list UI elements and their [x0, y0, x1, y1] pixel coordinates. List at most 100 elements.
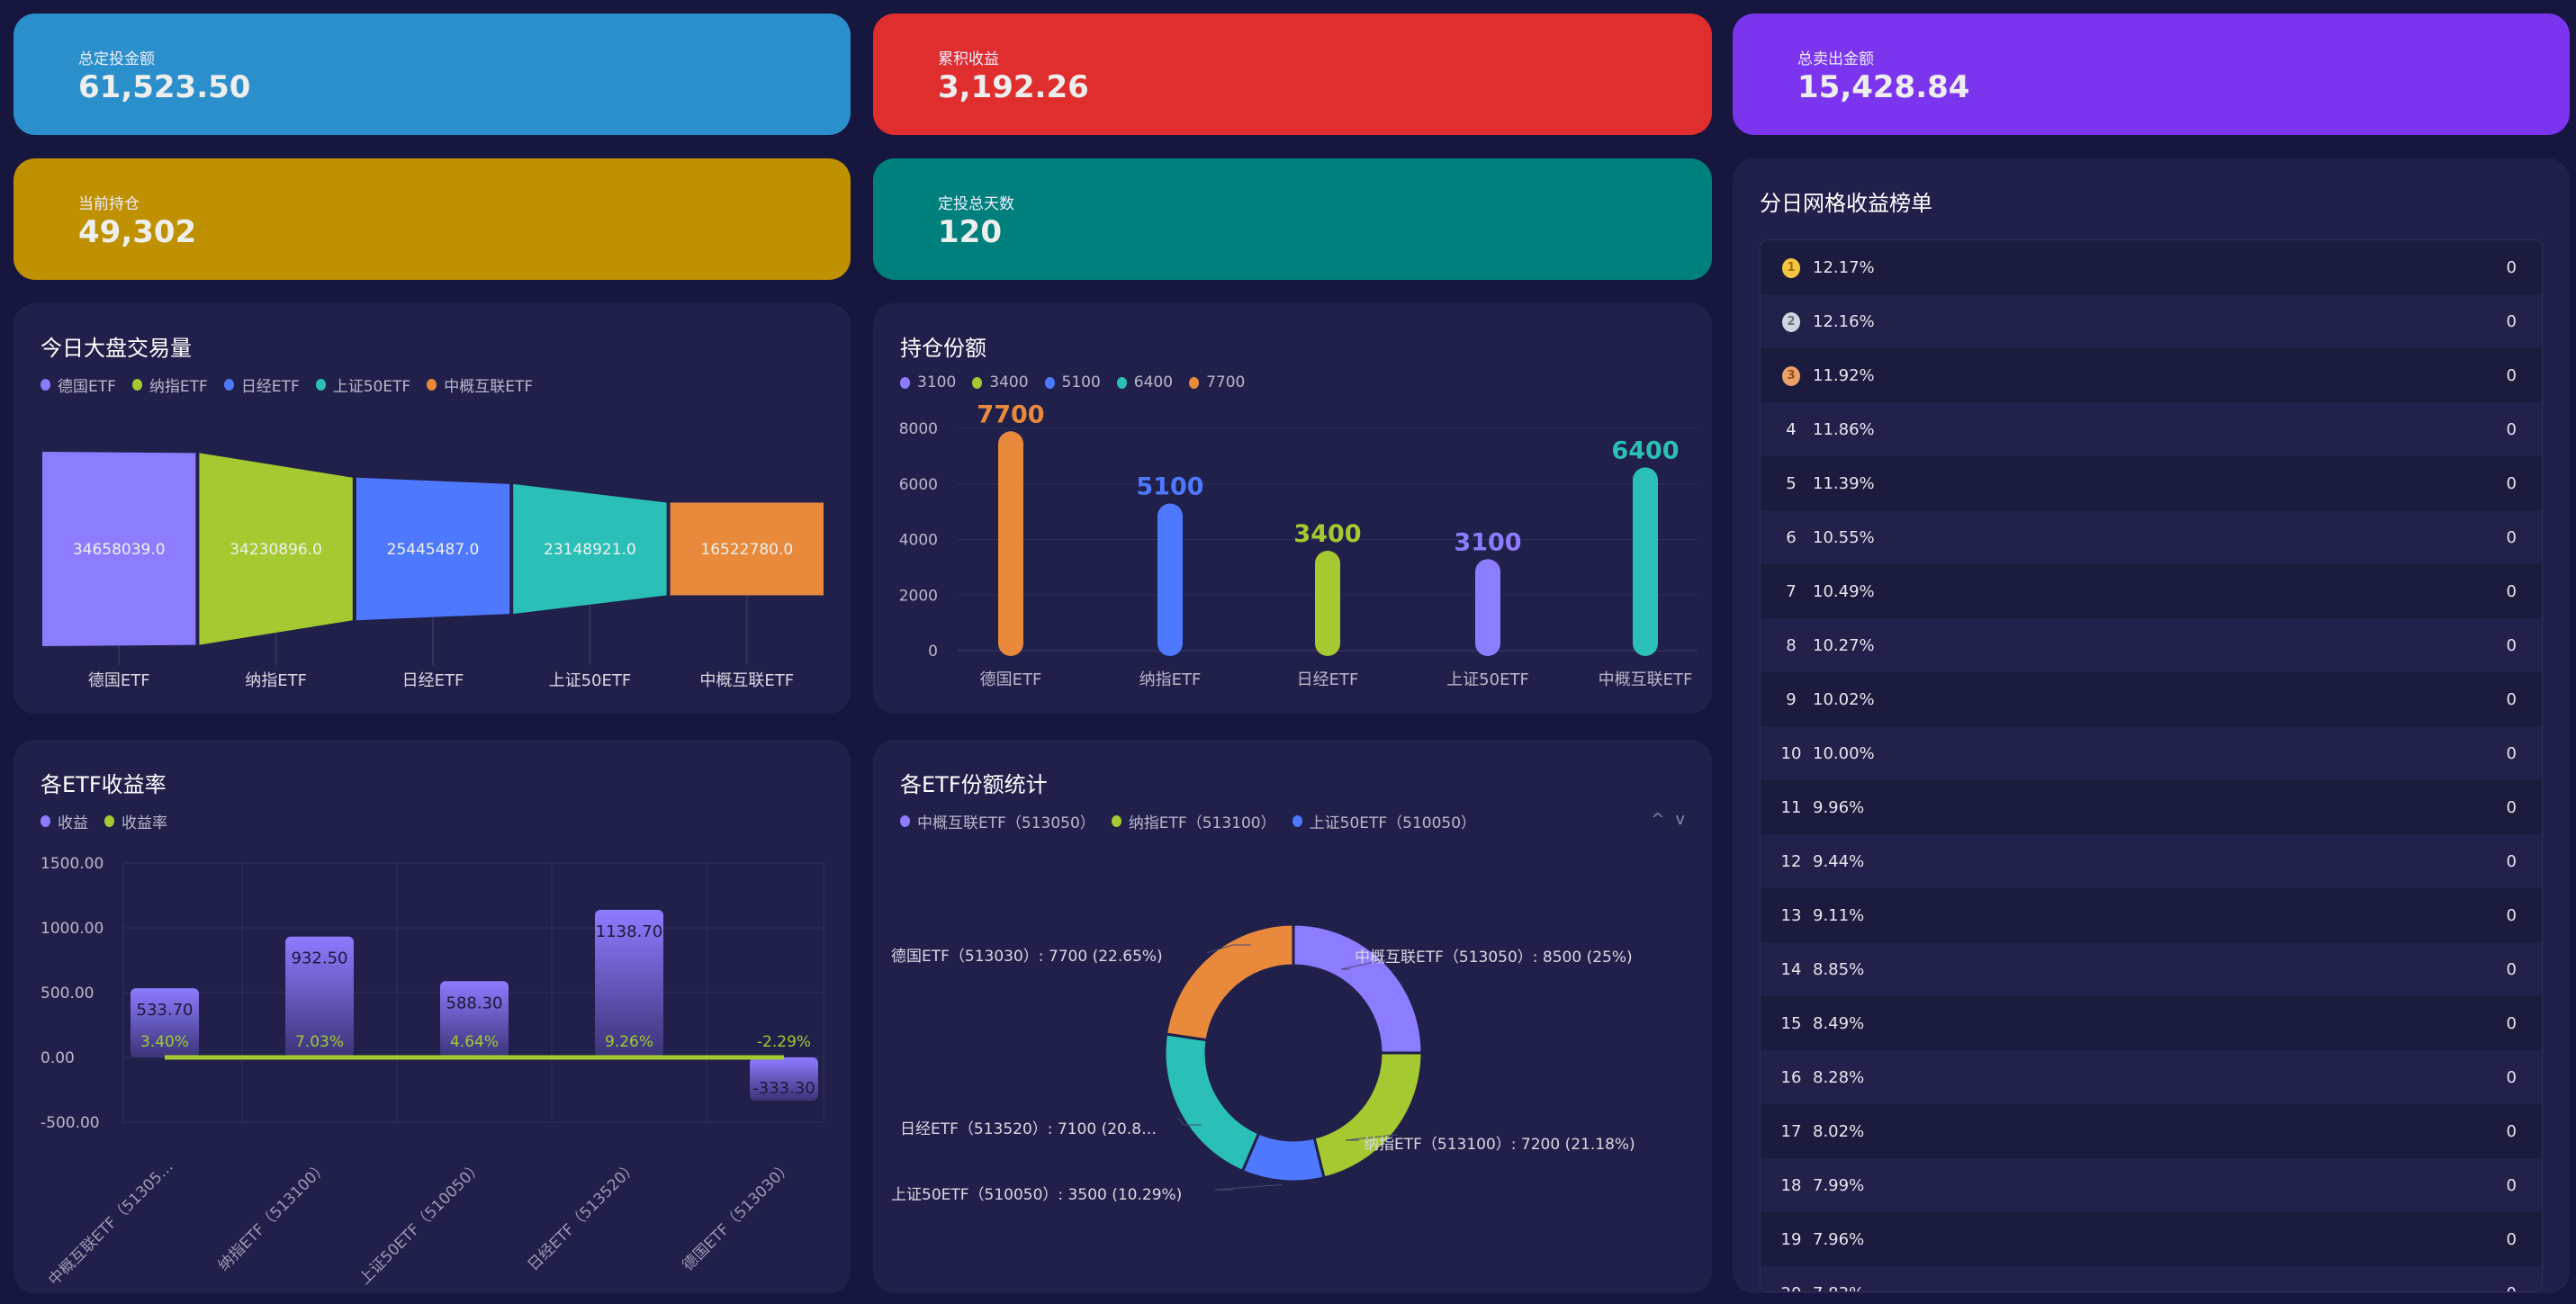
- legend-label: 7700: [1206, 373, 1246, 391]
- rank-value: 0: [2507, 1284, 2517, 1292]
- rank-percentage: 12.17%: [1813, 257, 1875, 277]
- x-tick-label: 日经ETF（513520）: [525, 1157, 642, 1274]
- y-tick-label: -500.00: [41, 1114, 100, 1132]
- bar: [1157, 503, 1183, 656]
- medal-icon: 3: [1782, 365, 1800, 386]
- legend-item[interactable]: 3100: [900, 373, 956, 391]
- rank-number: 17: [1780, 1121, 1802, 1141]
- bar-value-label: 932.50: [292, 949, 348, 968]
- legend-item[interactable]: 3400: [972, 373, 1029, 391]
- stat-card-cumulative-profit: 累积收益 3,192.26: [873, 13, 1712, 135]
- rank-value: 0: [2506, 1067, 2517, 1087]
- rank-value: 0: [2506, 1013, 2517, 1033]
- funnel-segment: [513, 483, 667, 615]
- stat-label: 总定投金额: [78, 50, 155, 68]
- legend-label: 上证50ETF: [332, 378, 411, 396]
- ranking-row: 6 10.55% 0: [1761, 510, 2542, 564]
- rank-value: 0: [2506, 527, 2517, 547]
- slice-label: 中概互联ETF（513050）: 8500 (25%): [1355, 949, 1633, 967]
- legend-item[interactable]: 纳指ETF（513100）: [1111, 810, 1276, 832]
- bar: [131, 988, 199, 1057]
- y-tick-label: 0: [928, 643, 938, 661]
- slice-label: 日经ETF（513520）: 7100 (20.8…: [900, 1120, 1157, 1138]
- x-tick-label: 中概互联ETF（51305…: [45, 1157, 176, 1289]
- stat-value: 3,192.26: [938, 69, 1089, 105]
- funnel-value-label: 34230896.0: [230, 541, 322, 559]
- slice-label: 德国ETF（513030）: 7700 (22.65%): [891, 948, 1163, 966]
- leader-line: [1177, 1117, 1202, 1126]
- y-tick-label: 500.00: [41, 985, 94, 1003]
- leader-line: [1214, 1183, 1283, 1191]
- legend-item[interactable]: 6400: [1116, 373, 1173, 391]
- legend-item[interactable]: 纳指ETF: [131, 373, 208, 396]
- y-tick-label: 6000: [899, 476, 938, 494]
- legend-item[interactable]: 中概互联ETF: [427, 373, 533, 396]
- x-tick-label: 纳指ETF（513100）: [215, 1157, 332, 1274]
- legend-item[interactable]: 5100: [1044, 373, 1101, 391]
- ranking-row: 4 11.86% 0: [1761, 402, 2542, 456]
- legend-item[interactable]: 德国ETF: [41, 373, 116, 396]
- rank-value: 0: [2506, 797, 2517, 817]
- legend-item[interactable]: 中概互联ETF（513050）: [900, 810, 1095, 832]
- legend-item[interactable]: 上证50ETF（510050）: [1292, 810, 1476, 832]
- funnel-category-label: 日经ETF: [402, 671, 464, 690]
- ranking-row: 12 9.44% 0: [1761, 834, 2542, 888]
- funnel-segment: [356, 477, 510, 621]
- rank-percentage: 10.49%: [1813, 581, 1875, 601]
- rank-percentage: 11.92%: [1813, 365, 1875, 385]
- stat-card-current-holding: 当前持仓 49,302: [14, 158, 851, 280]
- legend-dot-icon: [1044, 376, 1055, 389]
- rank-number: 18: [1780, 1175, 1802, 1195]
- rank-value: 0: [2506, 311, 2517, 331]
- chart-legend: 收益 收益率: [41, 810, 167, 832]
- bar: [285, 936, 354, 1057]
- leader-line: [1206, 944, 1251, 954]
- legend-label: 纳指ETF（513100）: [1128, 814, 1276, 832]
- rank-value: 0: [2506, 365, 2517, 385]
- legend-dot-icon: [41, 815, 50, 827]
- x-tick-label: 上证50ETF（510050）: [356, 1157, 486, 1288]
- legend-item[interactable]: 收益: [41, 810, 88, 832]
- legend-item[interactable]: 上证50ETF: [315, 373, 411, 396]
- ranking-panel: 分日网格收益榜单 1 12.17% 0 2 12.16% 0 3 11.92% 0 4 11.86%…: [1733, 158, 2570, 1293]
- bar: [750, 1057, 818, 1101]
- legend-next-icon[interactable]: v: [1675, 810, 1685, 829]
- legend-prev-icon[interactable]: ^: [1651, 810, 1665, 829]
- rank-percentage: 8.02%: [1813, 1121, 1865, 1141]
- rank-percentage: 12.16%: [1813, 311, 1875, 331]
- legend-item[interactable]: 7700: [1189, 373, 1245, 391]
- panel-title: 各ETF收益率: [41, 772, 167, 797]
- ranking-row: 18 7.99% 0: [1761, 1158, 2542, 1212]
- rank-number: 14: [1780, 959, 1802, 979]
- rank-number: 9: [1786, 689, 1797, 709]
- bar-value-label: 3100: [1454, 528, 1521, 556]
- x-tick-label: 上证50ETF: [1446, 670, 1529, 689]
- bar-value-label: 533.70: [137, 1001, 194, 1020]
- ranking-row: 3 11.92% 0: [1761, 348, 2542, 402]
- legend-item[interactable]: 收益率: [104, 810, 167, 832]
- rank-number: 3: [1777, 364, 1806, 386]
- rank-value: 0: [2506, 851, 2517, 871]
- rank-number: 13: [1780, 905, 1802, 925]
- funnel-chart: 34658039.0 德国ETF 34230896.0 纳指ETF 25445487.0…: [42, 452, 824, 690]
- panel-title: 今日大盘交易量: [41, 336, 192, 361]
- funnel-value-label: 23148921.0: [544, 541, 636, 559]
- bar-value-label: 588.30: [446, 994, 503, 1012]
- x-tick-label: 德国ETF: [980, 670, 1042, 689]
- legend-label: 日经ETF: [240, 378, 300, 396]
- x-tick-label: 德国ETF（513030）: [680, 1157, 797, 1274]
- share-donut-chart: 中概互联ETF（513050）: 8500 (25%) 纳指ETF（513100）…: [891, 922, 1635, 1204]
- legend-dot-icon: [315, 379, 326, 391]
- legend-item[interactable]: 日经ETF: [223, 373, 300, 396]
- rank-percentage: 10.55%: [1813, 527, 1875, 547]
- y-tick-label: 1500.00: [41, 855, 104, 873]
- rank-percentage: 10.27%: [1813, 635, 1875, 655]
- legend-dot-icon: [223, 379, 234, 391]
- stat-value: 61,523.50: [78, 69, 251, 105]
- ranking-row: 5 11.39% 0: [1761, 456, 2542, 510]
- rank-value: 0: [2506, 1121, 2517, 1141]
- rank-number: 11: [1780, 797, 1802, 817]
- bar-value-label: 3400: [1293, 520, 1361, 548]
- line-value-label: 9.26%: [605, 1033, 653, 1051]
- ranking-list[interactable]: 1 12.17% 0 2 12.16% 0 3 11.92% 0 4 11.86% 0 5 11.39% 0…: [1760, 239, 2543, 1292]
